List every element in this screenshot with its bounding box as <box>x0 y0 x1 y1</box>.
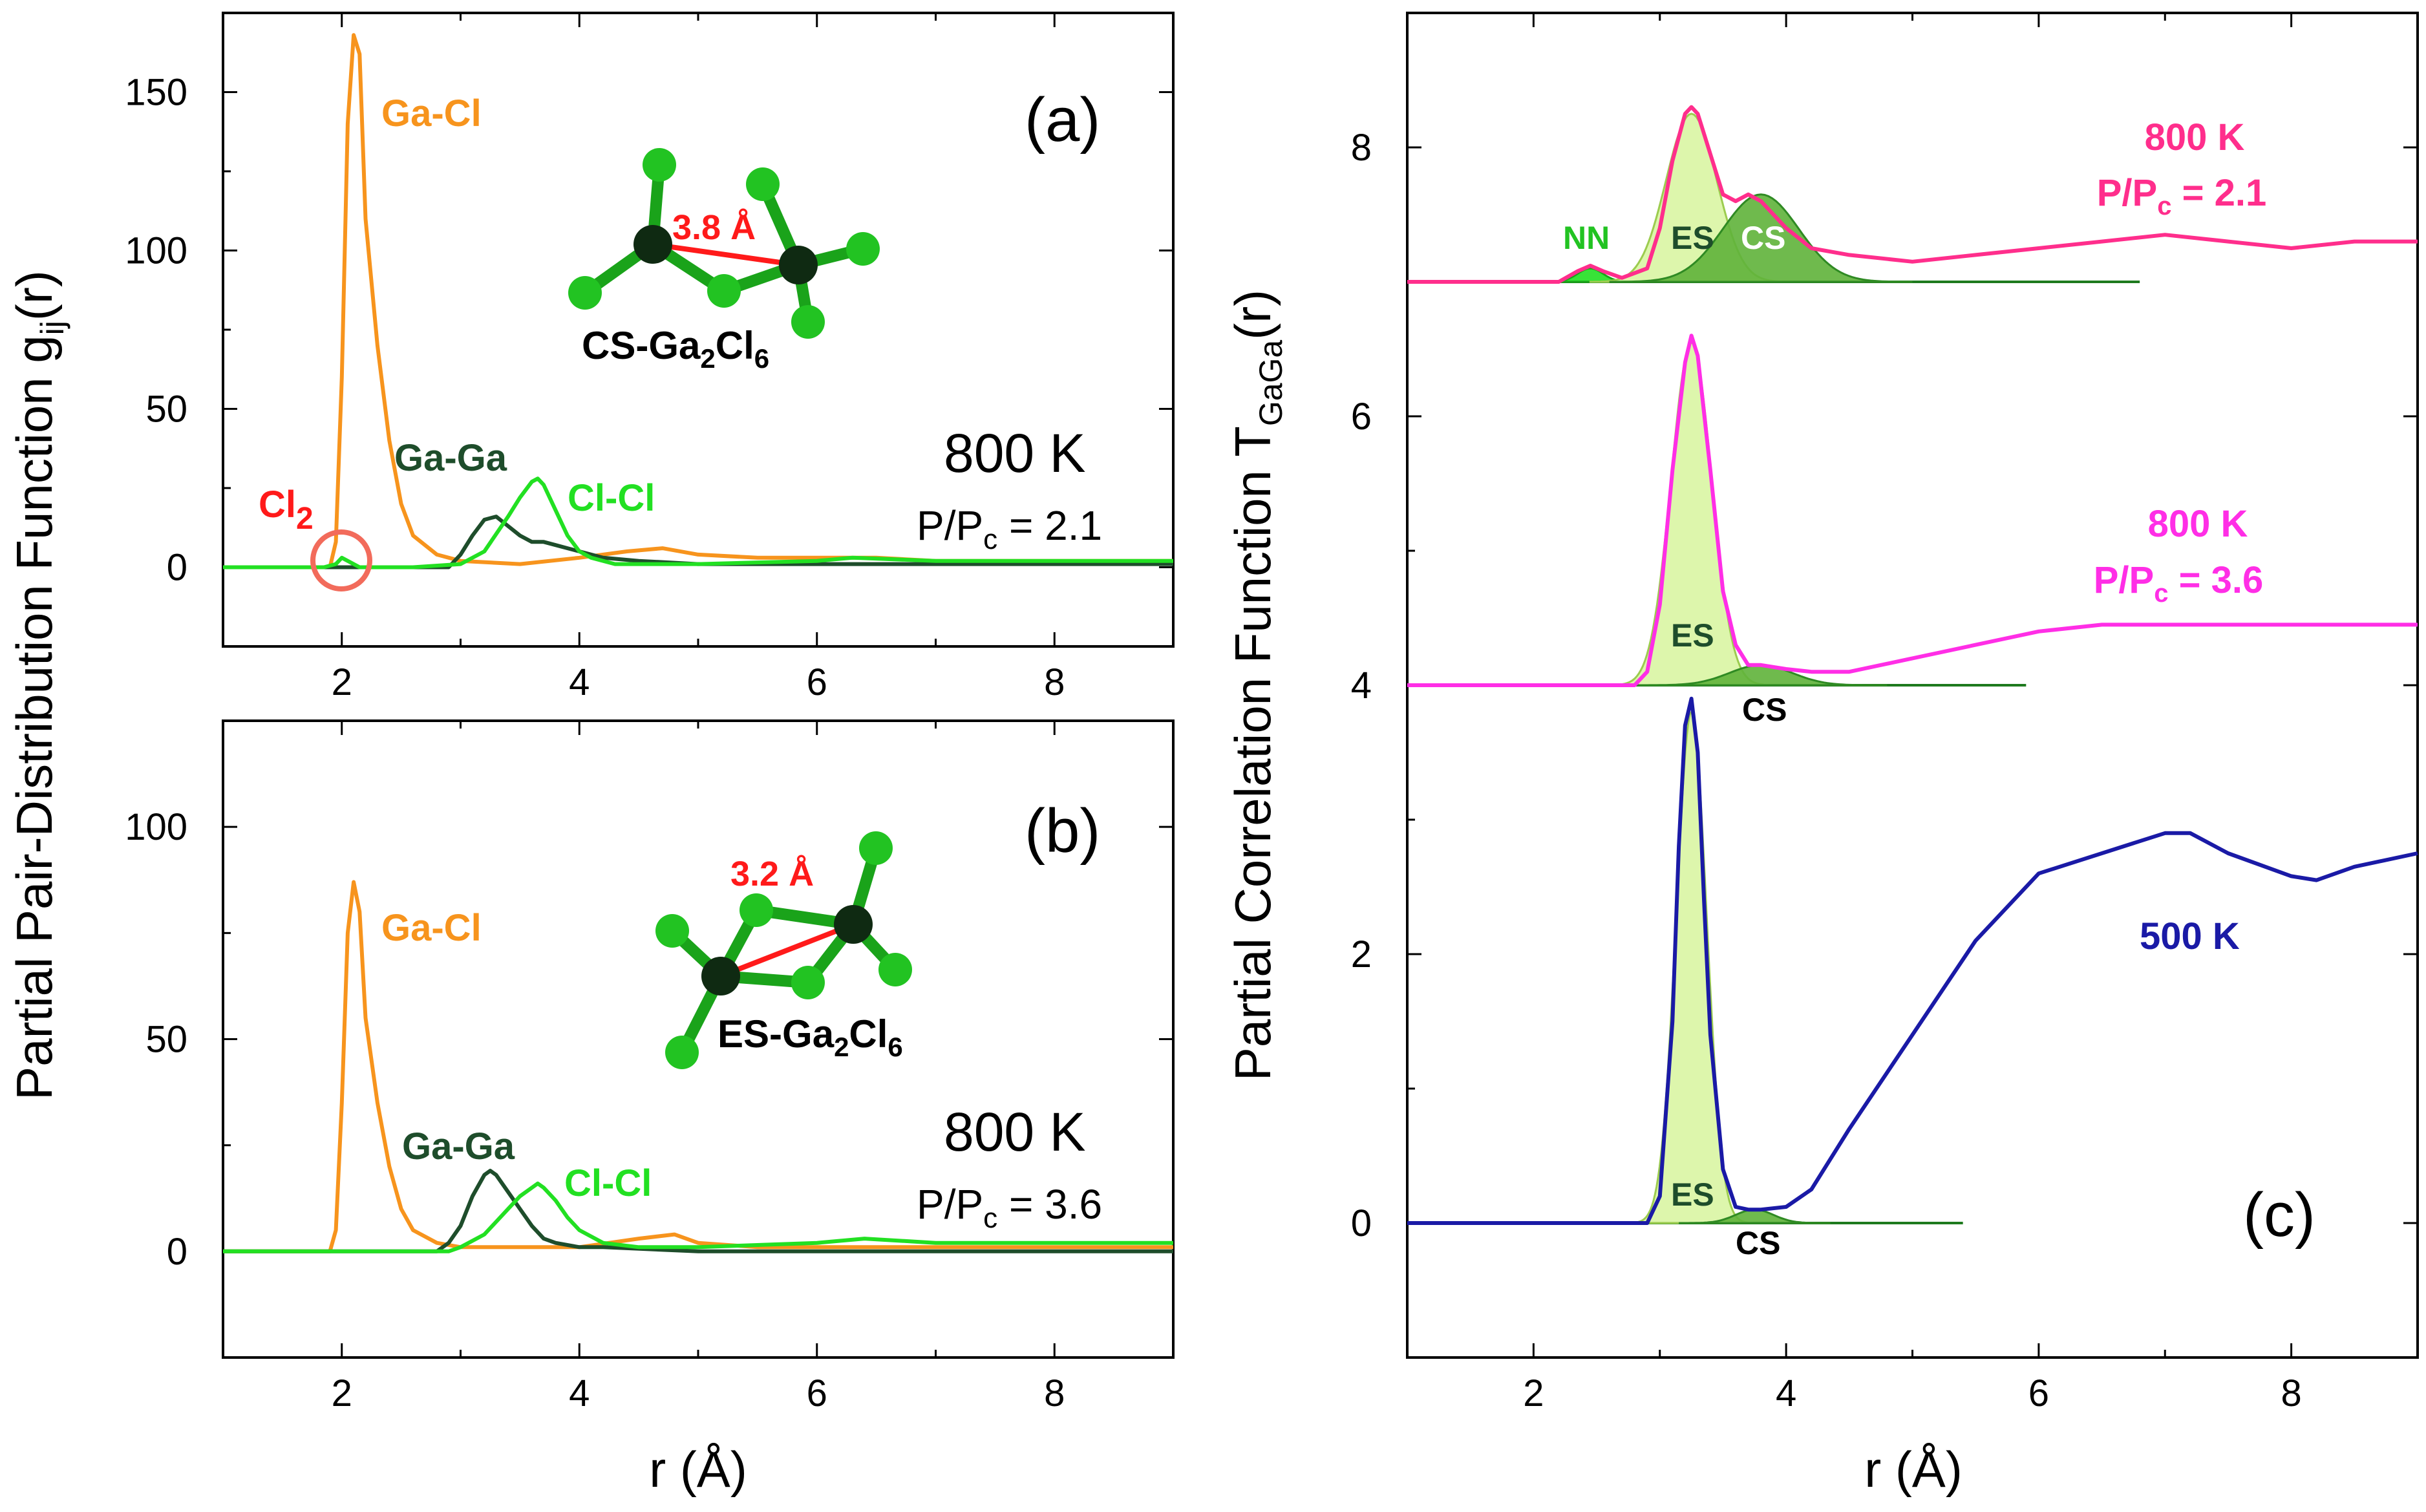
cs-label-bottom: CS <box>1736 1225 1780 1261</box>
x-axis-title-left: r (Å) <box>649 1441 747 1498</box>
series-800-k-p-pc-3-6 <box>1407 334 2418 687</box>
panel-a-x-tick-label: 8 <box>1044 661 1065 703</box>
y-axis-title-right: Partial Correlation Function TGaGa(r) <box>1224 290 1289 1081</box>
panel-b-y-tick-label: 100 <box>125 806 187 848</box>
panel-b-y-tick-label: 0 <box>167 1231 187 1273</box>
series-ga-cl <box>223 33 1173 570</box>
panel-a-x-tick-label: 4 <box>569 661 590 703</box>
panel-c: 2 4 6 8 0 2 4 6 8 NN ES CS ES CS ES CS 800 K P/P… <box>1351 12 2419 1414</box>
panel-label-a: (a) <box>1025 85 1100 154</box>
label-500k: 500 K <box>2140 915 2240 957</box>
panel-c-x-tick-label: 4 <box>1776 1372 1796 1414</box>
panel-a-ticks <box>222 12 1175 648</box>
panel-c-y-tick-label: 8 <box>1351 127 1372 169</box>
panel-c-y-tick-label: 6 <box>1351 396 1372 438</box>
series-500-k <box>1407 696 2418 1225</box>
series-800-k-p-pc-2-1 <box>1407 105 2418 284</box>
panel-b-x-tick-label: 2 <box>332 1372 352 1414</box>
panel-c-x-tick-label: 8 <box>2281 1372 2301 1414</box>
label-800k-p36: 800 K <box>2148 503 2248 545</box>
cl-cl-label-a: Cl-Cl <box>568 477 655 519</box>
nn-label: NN <box>1563 220 1610 256</box>
pressure-a: P/Pc = 2.1 <box>917 502 1102 555</box>
panel-a-curves <box>223 33 1173 570</box>
label-800k-p21-pressure: P/Pc = 2.1 <box>2097 172 2266 220</box>
temperature-a: 800 K <box>944 423 1086 484</box>
panel-a-y-tick-label: 100 <box>125 230 187 272</box>
es-label-mid: ES <box>1671 617 1714 654</box>
series-ga-cl <box>223 880 1173 1253</box>
es-label-top: ES <box>1671 220 1714 256</box>
panel-label-c: (c) <box>2243 1180 2315 1250</box>
series-cl-cl <box>223 476 1173 570</box>
panel-c-x-tick-label: 6 <box>2028 1372 2049 1414</box>
cl2-label: Cl2 <box>259 484 314 536</box>
es-ga2cl6-molecule: 3.2 Å ES-Ga2Cl6 <box>655 831 912 1069</box>
panel-a-tick-labels: 2 4 6 8 0 50 100 150 <box>125 72 1065 704</box>
ga-ga-label-b: Ga-Ga <box>402 1125 515 1167</box>
peak-fit-es <box>1630 710 1753 1224</box>
panel-b-tick-labels: 2 4 6 8 0 50 100 <box>125 806 1065 1414</box>
pressure-b: P/Pc = 3.6 <box>917 1181 1102 1234</box>
panel-b: 2 4 6 8 0 50 100 Ga-Cl Ga-Ga Cl-Cl (b) 800 K P… <box>125 719 1175 1414</box>
panel-a-x-tick-label: 2 <box>332 661 352 703</box>
label-800k-p21: 800 K <box>2145 116 2245 158</box>
panel-b-x-tick-label: 8 <box>1044 1372 1065 1414</box>
cs-label-mid: CS <box>1742 692 1787 728</box>
label-800k-p36-pressure: P/Pc = 3.6 <box>2094 559 2263 608</box>
ga-ga-label-a: Ga-Ga <box>394 437 507 479</box>
es-distance-label: 3.2 Å <box>730 855 814 893</box>
panel-c-tick-labels: 2 4 6 8 0 2 4 6 8 <box>1351 127 2302 1414</box>
panel-c-y-tick-label: 4 <box>1351 665 1372 707</box>
cl-cl-label-b: Cl-Cl <box>564 1162 652 1204</box>
temperature-b: 800 K <box>944 1102 1086 1162</box>
cs-distance-label: 3.8 Å <box>672 208 756 247</box>
panel-a-x-tick-label: 6 <box>807 661 827 703</box>
ga-cl-label-a: Ga-Cl <box>381 92 482 134</box>
series-cl-cl <box>223 1181 1173 1253</box>
series-ga-ga <box>223 1169 1173 1253</box>
es-molecule-label: ES-Ga2Cl6 <box>718 1012 903 1062</box>
panel-c-y-tick-label: 0 <box>1351 1202 1372 1244</box>
cs-label-top: CS <box>1741 220 1785 256</box>
panel-a-y-tick-label: 50 <box>145 389 187 431</box>
panel-a-y-tick-label: 0 <box>167 547 187 589</box>
es-label-bottom: ES <box>1671 1177 1714 1213</box>
panel-b-x-tick-label: 6 <box>807 1372 827 1414</box>
cs-molecule-label: CS-Ga2Cl6 <box>582 324 769 374</box>
panel-b-y-tick-label: 50 <box>145 1019 187 1061</box>
panel-c-curves <box>1407 105 2418 1225</box>
ga-cl-label-b: Ga-Cl <box>381 907 482 949</box>
y-axis-title-left: Partial Pair-Distribution Function gij(r… <box>6 270 70 1100</box>
panel-b-x-tick-label: 4 <box>569 1372 590 1414</box>
panel-label-b: (b) <box>1025 796 1100 866</box>
cs-ga2cl6-molecule: 3.8 Å CS-Ga2Cl6 <box>568 148 880 374</box>
panel-c-y-tick-label: 2 <box>1351 933 1372 975</box>
cl2-highlight-circle <box>310 529 372 591</box>
x-axis-title-right: r (Å) <box>1864 1441 1963 1498</box>
panel-a-y-tick-label: 150 <box>125 72 187 114</box>
panel-b-curves <box>223 880 1173 1253</box>
panel-c-x-tick-label: 2 <box>1523 1372 1544 1414</box>
peak-fit-cs <box>1609 193 1913 283</box>
